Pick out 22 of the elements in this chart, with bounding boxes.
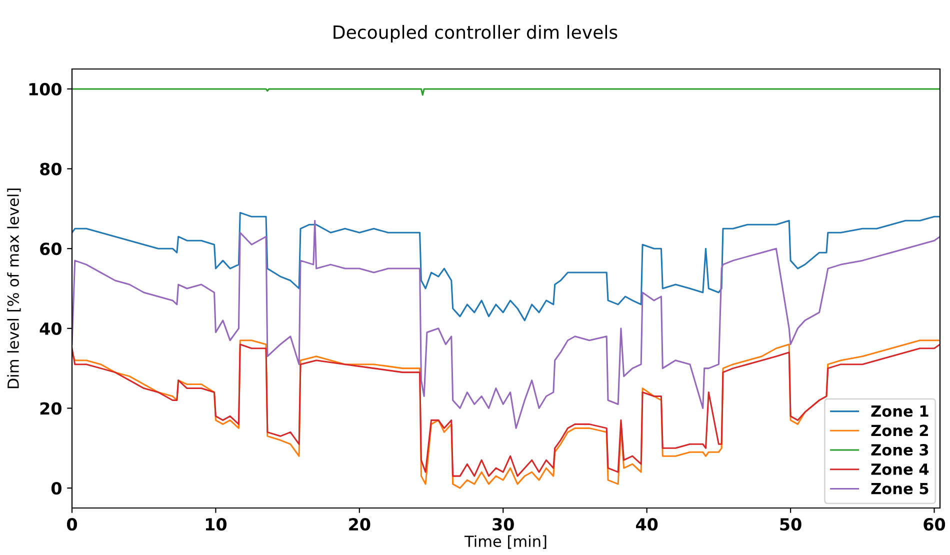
y-tick-label: 20	[40, 402, 62, 415]
line-series	[72, 212, 940, 322]
y-tick-label: 40	[40, 322, 62, 335]
legend-label: Zone 1	[871, 406, 928, 417]
y-tick-label: 60	[40, 242, 62, 256]
chart-title: Decoupled controller dim levels	[334, 24, 618, 42]
legend-label: Zone 4	[871, 464, 929, 475]
y-axis-title: Dim level [% of max level]	[7, 188, 21, 388]
x-tick-label: 40	[636, 518, 658, 531]
x-tick-label: 10	[206, 518, 227, 531]
x-axis-title: Time [min]	[464, 535, 546, 549]
y-tick-label: 80	[40, 162, 62, 176]
x-tick-label: 30	[492, 518, 514, 531]
x-tick-label: 50	[780, 518, 802, 531]
legend-label: Zone 2	[871, 424, 928, 436]
y-tick-label: 0	[51, 482, 62, 495]
legend-label: Zone 3	[871, 444, 928, 456]
legend-label: Zone 5	[871, 482, 928, 494]
y-tick-label: 100	[29, 82, 62, 96]
x-tick-label: 60	[924, 518, 946, 531]
x-tick-label: 20	[349, 518, 370, 531]
x-tick-label: 0	[67, 518, 77, 531]
